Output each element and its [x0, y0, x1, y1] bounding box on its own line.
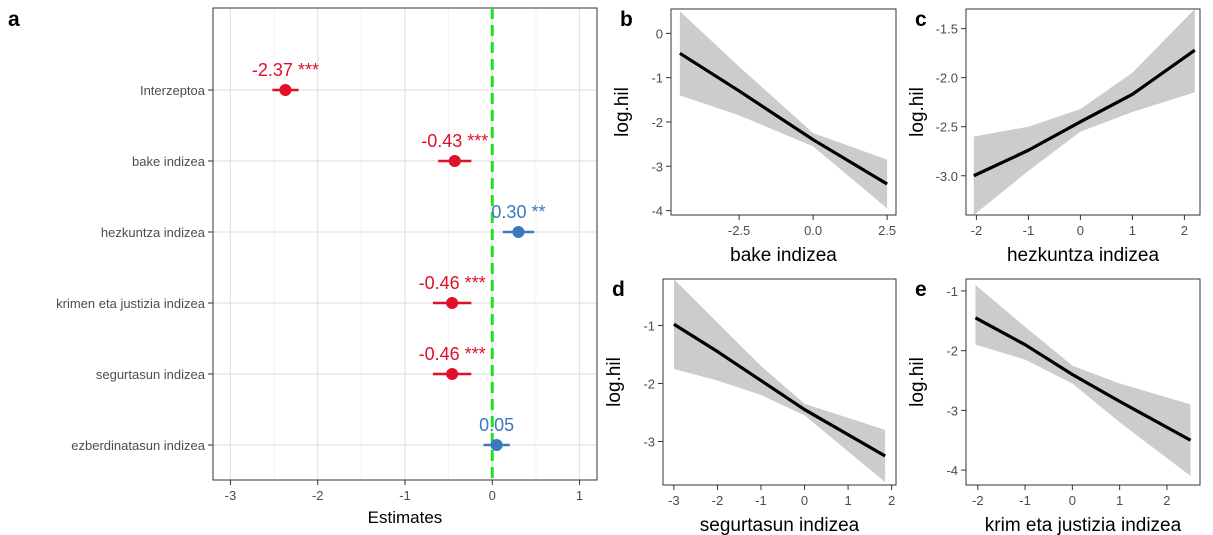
y-axis-title: log.hil	[907, 87, 928, 137]
fit-line	[974, 316, 1192, 442]
fit-line	[673, 322, 886, 458]
panel-letter-e: e	[915, 278, 927, 301]
y-tick-label: -1.5	[936, 22, 958, 37]
y-axis-title: log.hil	[612, 87, 633, 137]
panel-letter-c: c	[915, 8, 927, 31]
y-tick-label: -3	[651, 159, 663, 174]
y-tick-label: -2	[946, 344, 958, 359]
panel-border	[965, 8, 1201, 216]
panel-letter-d: d	[612, 278, 625, 301]
panel-letter-b: b	[620, 8, 633, 31]
x-tick-label: 0	[801, 493, 808, 508]
x-tick-label: 0	[489, 488, 496, 503]
x-tick-label: -2.5	[728, 223, 750, 238]
x-tick-label: 0	[1069, 493, 1076, 508]
x-tick-label: -2	[972, 493, 984, 508]
panel-border	[670, 8, 897, 216]
x-tick-label: -1	[1023, 223, 1035, 238]
x-axis-title: krim eta justizia indizea	[985, 515, 1182, 535]
confidence-band	[973, 9, 1195, 215]
y-tick-label: segurtasun indizea	[96, 367, 206, 382]
estimate-label: -2.37 ***	[252, 60, 319, 80]
y-tick-label: -1	[643, 318, 655, 333]
panel-e: e -2 -1 0 1 2 -1 -2 -3 -4 krim eta justizia indize…	[907, 278, 1201, 535]
y-tick-label: -3.0	[936, 169, 958, 184]
estimate-point	[279, 84, 292, 96]
y-tick-label: ezberdinatasun indizea	[71, 438, 205, 453]
x-tick-label: 1	[1129, 223, 1136, 238]
panel-d: d -3 -2 -1 0 1 2 -1 -2 -3 segurtasun indizea log.hi…	[604, 278, 897, 535]
x-axis-title: segurtasun indizea	[700, 515, 860, 535]
y-tick-label: -2	[643, 376, 655, 391]
y-tick-label: -2.0	[936, 71, 958, 86]
y-tick-label: -2.5	[936, 120, 958, 135]
y-tick-label: -3	[946, 403, 958, 418]
estimate-label: 0.30 **	[491, 202, 545, 222]
y-tick-label: -4	[651, 204, 663, 219]
x-axis-title: bake indizea	[730, 245, 837, 266]
panel-c: c -2 -1 0 1 2 -1.5 -2.0 -2.5 -3.0 hezkuntza indize…	[907, 8, 1201, 266]
y-tick-label: -3	[643, 434, 655, 449]
x-tick-label: 2.5	[878, 223, 896, 238]
x-tick-label: -2	[312, 488, 324, 503]
y-tick-label: hezkuntza indizea	[101, 225, 206, 240]
estimate-label: -0.46 ***	[419, 273, 486, 293]
estimate-point	[446, 368, 459, 380]
x-tick-label: 1	[1116, 493, 1123, 508]
y-tick-label: -2	[651, 115, 663, 130]
estimate-point	[446, 297, 459, 309]
y-tick-label: 0	[656, 26, 663, 41]
x-tick-label: 1	[844, 493, 851, 508]
estimate-point	[490, 439, 503, 451]
y-tick-label: bake indizea	[132, 154, 206, 169]
panel-border	[965, 278, 1201, 486]
x-tick-label: 0.0	[804, 223, 822, 238]
x-tick-label: -1	[1019, 493, 1031, 508]
x-tick-label: 2	[1181, 223, 1188, 238]
y-axis-title: log.hil	[907, 357, 928, 407]
x-tick-label: 0	[1077, 223, 1084, 238]
x-tick-label: 2	[888, 493, 895, 508]
x-tick-label: -3	[225, 488, 237, 503]
y-tick-label: krimen eta justizia indizea	[56, 296, 206, 311]
x-tick-label: 2	[1163, 493, 1170, 508]
fit-line	[973, 48, 1196, 178]
panel-b: b -2.5 0.0 2.5 0 -1 -2 -3 -4 bake indizea log.hil	[612, 8, 897, 266]
panel-letter-a: a	[8, 8, 20, 31]
y-tick-label: -1	[946, 284, 958, 299]
y-tick-label: -4	[946, 463, 958, 478]
panel-a: a -2.37 *** Interzeptoa -0.43 *** bake indiz…	[8, 7, 598, 527]
x-tick-label: -1	[755, 493, 767, 508]
estimate-point	[448, 155, 461, 167]
estimate-label: -0.43 ***	[421, 131, 488, 151]
estimate-point	[512, 226, 525, 238]
y-tick-label: Interzeptoa	[140, 83, 206, 98]
x-axis-title: Estimates	[368, 508, 443, 527]
estimate-label: 0.05	[479, 415, 514, 435]
confidence-band	[679, 11, 888, 209]
x-tick-label: -1	[399, 488, 411, 503]
x-tick-label: 1	[576, 488, 583, 503]
estimate-label: -0.46 ***	[419, 344, 486, 364]
y-tick-label: -1	[651, 71, 663, 86]
x-axis-title: hezkuntza indizea	[1007, 245, 1160, 266]
x-tick-label: -3	[668, 493, 680, 508]
fit-line	[679, 51, 888, 186]
panel-border	[662, 278, 897, 486]
y-axis-title: log.hil	[604, 357, 625, 407]
x-tick-label: -2	[971, 223, 983, 238]
x-tick-label: -2	[712, 493, 724, 508]
confidence-band	[673, 279, 886, 483]
